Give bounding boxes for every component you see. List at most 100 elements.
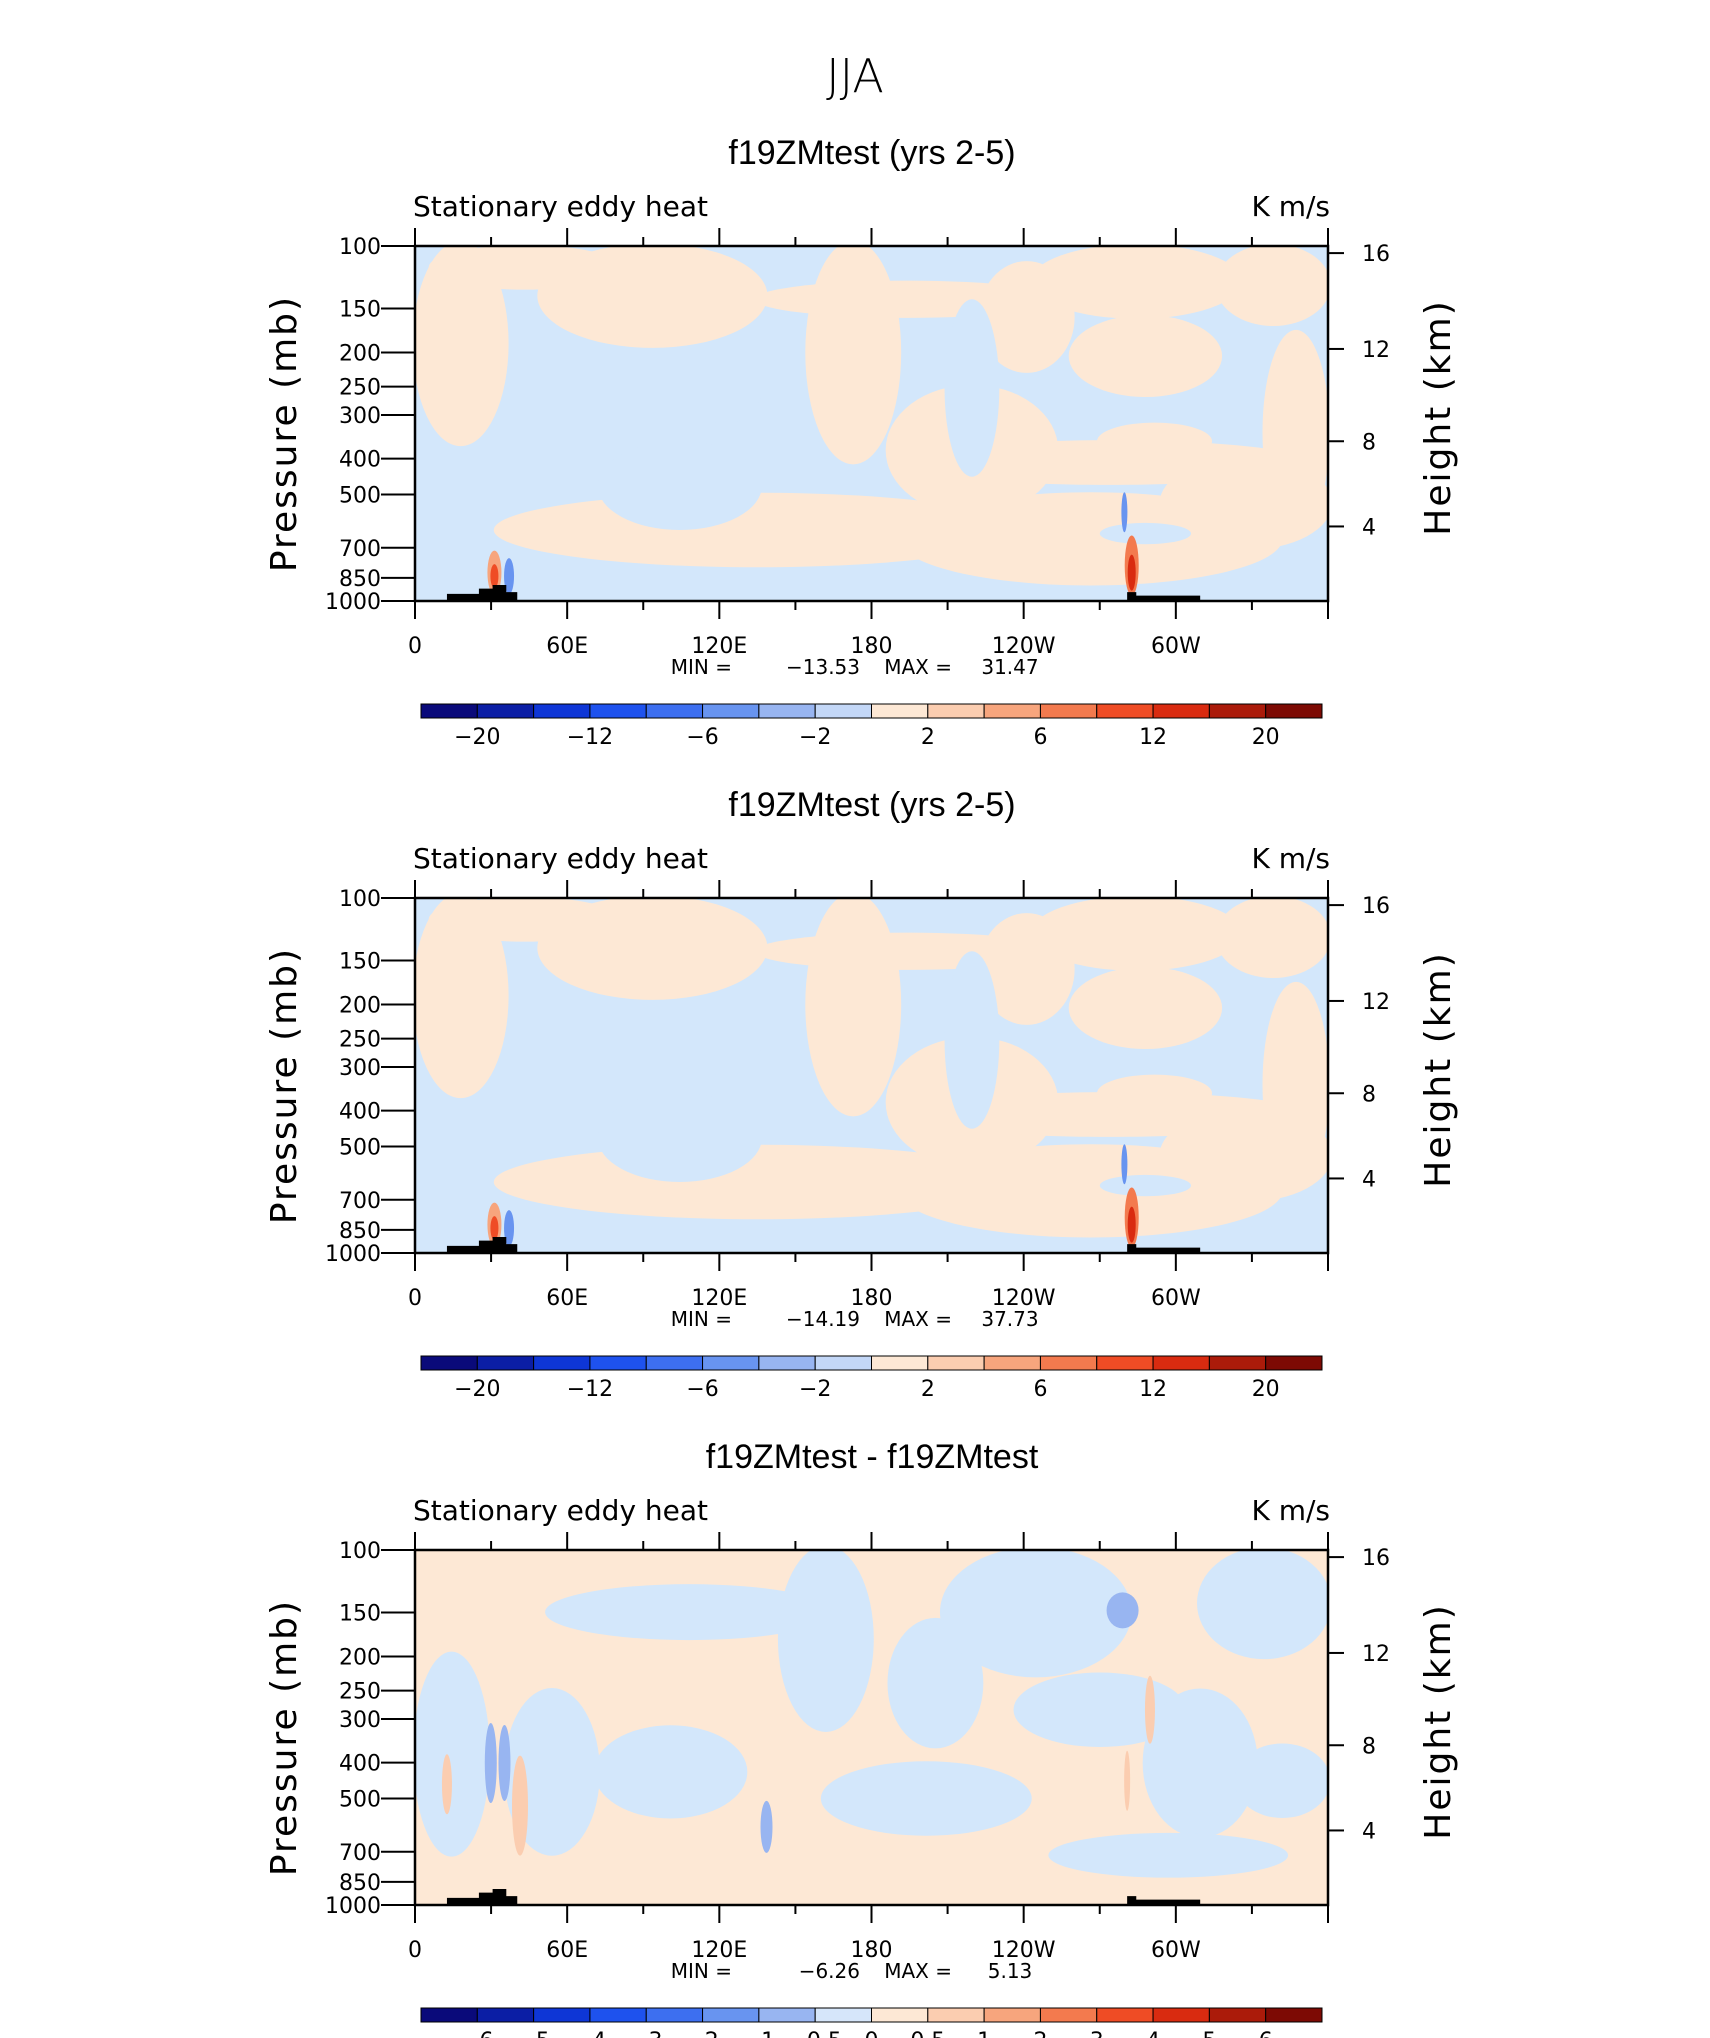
y-tick-label: 300 — [339, 1056, 381, 1081]
y-tick-label: 500 — [339, 1136, 381, 1161]
colorbar-swatch — [758, 1355, 816, 1371]
colorbar-label: 6 — [1033, 1377, 1047, 1402]
y-right-tick-label: 8 — [1362, 1082, 1376, 1107]
min-label: MIN = — [671, 655, 732, 679]
y-tick-label: 500 — [339, 484, 381, 509]
x-tick-label: 120W — [992, 1938, 1056, 1963]
x-tick-label: 180 — [851, 1286, 893, 1311]
colorbar-swatch — [476, 1355, 535, 1371]
panel-2: f19ZMtest (yrs 2-5) Stationary eddy heat K… — [264, 786, 1459, 1402]
colorbar-label: −12 — [567, 725, 613, 750]
contour-region — [1068, 967, 1223, 1050]
y-right-tick-label: 8 — [1362, 430, 1376, 455]
contour-region — [415, 898, 509, 1099]
colorbar-swatch — [814, 1355, 872, 1371]
x-tick-label: 0 — [408, 1286, 422, 1311]
y-tick-label: 1000 — [325, 1894, 381, 1919]
contour-region — [1099, 1174, 1192, 1197]
colorbar-label: 6 — [1259, 2029, 1273, 2038]
y-tick-label: 850 — [339, 1871, 381, 1896]
colorbar-swatch — [983, 703, 1041, 719]
y-right-tick-label: 4 — [1362, 515, 1376, 540]
x-tick-label: 120E — [691, 1286, 747, 1311]
contour-hotspot — [484, 1723, 497, 1803]
y-right-tick-label: 12 — [1362, 1642, 1390, 1667]
contour-hotspot — [1121, 1144, 1128, 1185]
panel-units-label: K m/s — [1251, 1494, 1330, 1527]
colorbar-label: 5 — [1202, 2029, 1216, 2038]
colorbar-label: 0.5 — [910, 2029, 945, 2038]
contour-region — [940, 1550, 1132, 1678]
colorbar-label: 2 — [921, 1377, 935, 1402]
colorbar-swatch — [1039, 1355, 1098, 1371]
max-label: MAX = — [884, 1959, 952, 1983]
contour-region — [1097, 422, 1213, 460]
colorbar-swatch — [1208, 703, 1267, 719]
contour-region — [504, 1688, 600, 1856]
contour-region — [597, 1093, 762, 1182]
colorbar-swatch — [533, 2007, 591, 2023]
colorbar-label: −2 — [799, 725, 831, 750]
colorbar-swatch — [927, 703, 985, 719]
contour-hotspot — [490, 1216, 499, 1241]
colorbar-swatch — [1208, 1355, 1267, 1371]
y-right-tick-label: 16 — [1362, 894, 1390, 919]
contour-region — [1099, 522, 1192, 545]
y-right-axis-title: Height (km) — [1418, 299, 1459, 535]
y-right-tick-label: 12 — [1362, 990, 1390, 1015]
colorbar-swatch — [589, 1355, 647, 1371]
y-tick-label: 100 — [339, 235, 381, 260]
y-right-tick-label: 12 — [1362, 338, 1390, 363]
contour-region — [805, 898, 902, 1117]
contour-hotspot — [1106, 1592, 1139, 1629]
contour-region — [537, 246, 768, 348]
y-tick-label: 200 — [339, 1646, 381, 1671]
y-right-tick-label: 16 — [1362, 1546, 1390, 1571]
colorbar-label: −2 — [686, 2029, 718, 2038]
max-value: 31.47 — [981, 655, 1038, 679]
topography — [1127, 592, 1201, 601]
colorbar-swatch — [702, 1355, 760, 1371]
colorbar-swatch — [983, 2007, 1041, 2023]
colorbar-swatch — [645, 2007, 704, 2023]
colorbar-swatch — [1208, 2007, 1267, 2023]
y-right-tick-label: 4 — [1362, 1167, 1376, 1192]
colorbar-swatch — [1152, 2007, 1210, 2023]
colorbar-label: −1 — [743, 2029, 775, 2038]
contour-hotspot — [490, 564, 499, 589]
x-tick-label: 60W — [1151, 1938, 1201, 1963]
colorbar-label: 2 — [921, 725, 935, 750]
colorbar-swatch — [589, 2007, 647, 2023]
y-tick-label: 150 — [339, 1601, 381, 1626]
contour-region — [1262, 329, 1328, 535]
y-tick-label: 1000 — [325, 1242, 381, 1267]
panel-left-label: Stationary eddy heat — [413, 1494, 708, 1527]
colorbar-swatch — [1096, 1355, 1154, 1371]
max-value: 37.73 — [981, 1307, 1038, 1331]
colorbar-label: −6 — [461, 2029, 493, 2038]
contour-region — [805, 246, 902, 465]
colorbar-label: 12 — [1139, 1377, 1167, 1402]
colorbar-label: −3 — [630, 2029, 662, 2038]
y-tick-label: 200 — [339, 994, 381, 1019]
y-tick-label: 100 — [339, 1539, 381, 1564]
panel-units-label: K m/s — [1251, 842, 1330, 875]
colorbar-swatch — [927, 1355, 985, 1371]
colorbar-swatch — [1152, 1355, 1210, 1371]
x-tick-label: 60W — [1151, 1286, 1201, 1311]
colorbar-swatch — [814, 2007, 872, 2023]
x-tick-label: 180 — [851, 1938, 893, 1963]
contour-hotspot — [1144, 1675, 1155, 1744]
panel-1: f19ZMtest (yrs 2-5) Stationary eddy heat K… — [264, 134, 1459, 750]
contour-region — [545, 1584, 833, 1641]
x-tick-label: 120E — [691, 634, 747, 659]
contour-field — [415, 1550, 1328, 1905]
colorbar-swatch — [1152, 703, 1210, 719]
colorbar-swatch — [420, 1355, 478, 1371]
y-tick-label: 700 — [339, 537, 381, 562]
colorbar: −6 −5 −4 −3 −2 −1 −0.5 0 0.5 1 2 3 4 5 6 — [420, 2007, 1323, 2038]
colorbar-label: −12 — [567, 1377, 613, 1402]
contour-region — [820, 1761, 1032, 1836]
colorbar-swatch — [533, 703, 591, 719]
